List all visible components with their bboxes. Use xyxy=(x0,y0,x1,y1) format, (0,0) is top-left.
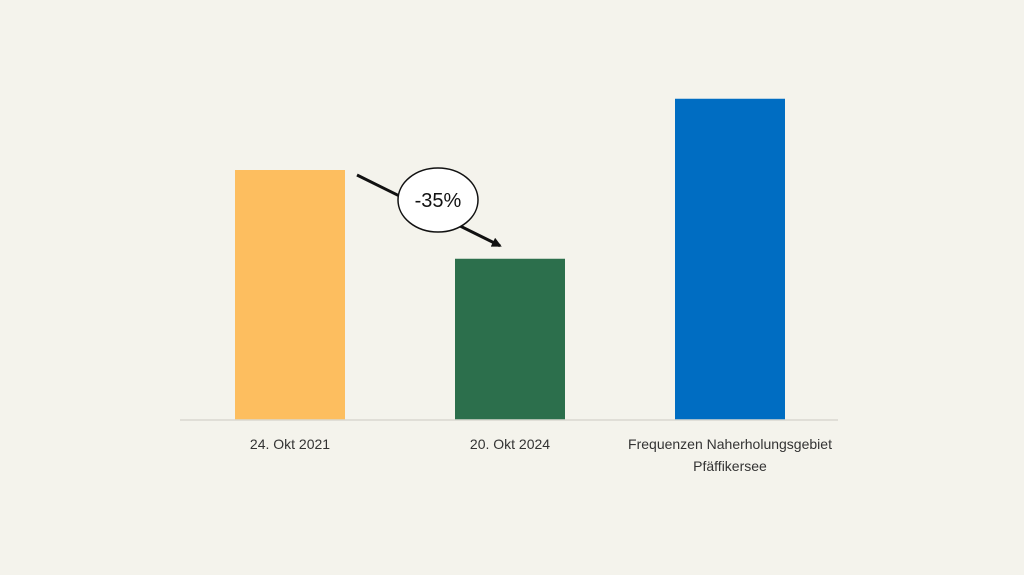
x-tick-label-1: 24. Okt 2021 xyxy=(250,436,330,452)
x-tick-labels: 24. Okt 2021 20. Okt 2024 Frequenzen Naher… xyxy=(250,436,832,474)
x-tick-label-line: Pfäffikersee xyxy=(693,458,767,474)
bar-1 xyxy=(235,170,345,420)
bar-3 xyxy=(675,98,785,420)
change-bubble xyxy=(397,167,479,233)
bar-2 xyxy=(455,258,565,420)
x-tick-label-line: 20. Okt 2024 xyxy=(470,436,550,452)
x-tick-label-line: 24. Okt 2021 xyxy=(250,436,330,452)
change-annotation: -35% xyxy=(356,167,502,248)
x-tick-label-2: 20. Okt 2024 xyxy=(470,436,550,452)
change-label: -35% xyxy=(415,190,462,212)
x-tick-label-3: Frequenzen Naherholungsgebiet Pfäffikerse… xyxy=(628,436,832,474)
x-tick-label-line: Frequenzen Naherholungsgebiet xyxy=(628,436,832,452)
bars-layer xyxy=(235,98,785,420)
